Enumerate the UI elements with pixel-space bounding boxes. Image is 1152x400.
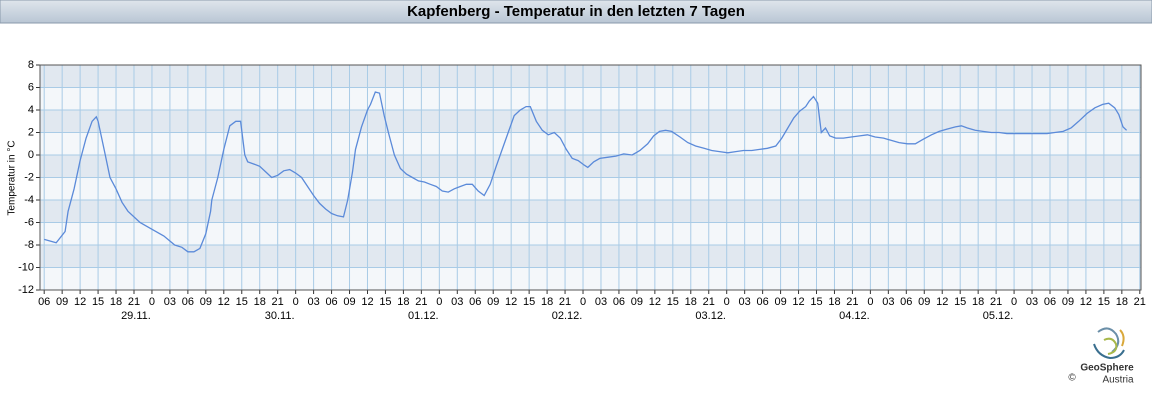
- date-label: 05.12.: [983, 310, 1014, 322]
- x-tick-label: 03: [1026, 296, 1038, 308]
- x-tick-label: 0: [293, 296, 299, 308]
- x-tick-label: 0: [580, 296, 586, 308]
- x-tick-label: 15: [954, 296, 966, 308]
- x-tick-label: 09: [200, 296, 212, 308]
- x-tick-label: 15: [523, 296, 535, 308]
- x-tick-label: 06: [1044, 296, 1056, 308]
- date-label: 29.11.: [121, 310, 151, 322]
- x-tick-label: 12: [792, 296, 804, 308]
- x-tick-label: 15: [810, 296, 822, 308]
- x-tick-label: 18: [541, 296, 553, 308]
- plot-border: [39, 64, 1142, 291]
- x-tick-label: 0: [436, 296, 442, 308]
- x-tick-label: 15: [379, 296, 391, 308]
- y-axis-label: Temperatur in °C: [7, 140, 18, 215]
- x-tick-label: 06: [182, 296, 194, 308]
- y-tick-label: 2: [28, 126, 34, 138]
- logo: GeoSphere Austria ©: [1068, 327, 1134, 386]
- y-tick-label: 4: [28, 104, 34, 116]
- x-tick-label: 03: [307, 296, 319, 308]
- band: [40, 65, 1141, 88]
- logo-name: GeoSphere: [1080, 363, 1134, 374]
- x-tick-label: 18: [685, 296, 697, 308]
- x-tick-label: 21: [415, 296, 427, 308]
- x-tick-label: 03: [739, 296, 751, 308]
- x-tick-label: 18: [110, 296, 122, 308]
- x-tick-label: 18: [1116, 296, 1128, 308]
- x-tick-label: 12: [936, 296, 948, 308]
- y-tick-label: 6: [28, 81, 34, 93]
- chart-title: Kapfenberg - Temperatur in den letzten 7…: [407, 3, 745, 20]
- x-tick-label: 03: [451, 296, 463, 308]
- x-tick-label: 0: [724, 296, 730, 308]
- x-tick-label: 06: [900, 296, 912, 308]
- x-tick-label: 12: [361, 296, 373, 308]
- x-tick-label: 06: [613, 296, 625, 308]
- x-tick-label: 18: [972, 296, 984, 308]
- x-tick-label: 12: [1080, 296, 1092, 308]
- y-tick-label: -10: [18, 261, 34, 273]
- x-tick-label: 0: [1011, 296, 1017, 308]
- x-tick-label: 06: [756, 296, 768, 308]
- title-bar: [0, 0, 1152, 24]
- x-tick-label: 09: [56, 296, 68, 308]
- y-tick-label: -8: [24, 239, 34, 251]
- x-tick-label: 09: [774, 296, 786, 308]
- x-tick-label: 21: [990, 296, 1002, 308]
- x-tick-label: 09: [487, 296, 499, 308]
- x-tick-label: 09: [343, 296, 355, 308]
- x-tick-label: 15: [236, 296, 248, 308]
- x-tick-label: 06: [325, 296, 337, 308]
- band: [40, 110, 1141, 133]
- logo-sub: Austria: [1102, 375, 1134, 386]
- x-tick-label: 03: [164, 296, 176, 308]
- x-tick-label: 06: [38, 296, 50, 308]
- x-tick-label: 12: [218, 296, 230, 308]
- x-tick-label: 12: [649, 296, 661, 308]
- y-tick-label: -6: [24, 216, 34, 228]
- band: [40, 200, 1141, 223]
- x-tick-label: 18: [828, 296, 840, 308]
- x-tick-label: 03: [882, 296, 894, 308]
- date-label: 03.12.: [695, 310, 726, 322]
- y-tick-label: 0: [28, 149, 34, 161]
- date-label: 02.12.: [552, 310, 583, 322]
- y-tick-label: -4: [24, 194, 34, 206]
- x-tick-label: 18: [397, 296, 409, 308]
- date-label: 01.12.: [408, 310, 439, 322]
- y-tick-label: -2: [24, 171, 34, 183]
- logo-icon: [1093, 327, 1125, 360]
- x-tick-label: 09: [631, 296, 643, 308]
- temperature-line: [44, 91, 1128, 253]
- band: [40, 155, 1141, 178]
- x-tick-label: 03: [595, 296, 607, 308]
- x-tick-label: 21: [1134, 296, 1146, 308]
- x-tick-label: 0: [149, 296, 155, 308]
- x-tick-label: 06: [469, 296, 481, 308]
- x-tick-label: 15: [1098, 296, 1110, 308]
- x-tick-label: 09: [918, 296, 930, 308]
- y-tick-label: -12: [18, 284, 34, 296]
- x-tick-label: 21: [128, 296, 140, 308]
- date-label: 04.12.: [839, 310, 870, 322]
- x-tick-label: 21: [272, 296, 284, 308]
- x-tick-label: 18: [254, 296, 266, 308]
- x-tick-label: 21: [846, 296, 858, 308]
- x-tick-label: 12: [505, 296, 517, 308]
- x-tick-label: 15: [92, 296, 104, 308]
- x-tick-label: 12: [74, 296, 86, 308]
- x-tick-label: 0: [867, 296, 873, 308]
- copyright: ©: [1068, 373, 1076, 384]
- x-tick-label: 21: [559, 296, 571, 308]
- date-label: 30.11.: [265, 310, 295, 322]
- band: [40, 245, 1141, 268]
- x-tick-label: 21: [703, 296, 715, 308]
- y-tick-label: 8: [28, 59, 34, 71]
- x-tick-label: 15: [667, 296, 679, 308]
- x-tick-label: 09: [1062, 296, 1074, 308]
